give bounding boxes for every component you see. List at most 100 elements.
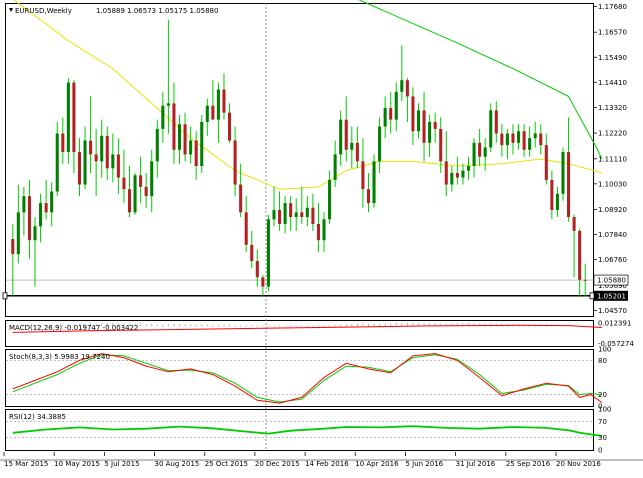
candle-up (189, 140, 193, 155)
candle-up (133, 175, 137, 213)
price-tick-label: 1.08920 (598, 206, 627, 214)
candle-up (472, 142, 476, 166)
candle-up (322, 219, 326, 241)
candle-down (300, 212, 304, 217)
candle-up (416, 110, 421, 132)
candle-down (89, 140, 93, 155)
candle-up (333, 154, 337, 180)
candle-down (94, 154, 98, 162)
x-tick-label: 5 Jul 2015 (104, 460, 139, 468)
candle-up (155, 128, 159, 162)
candle-up (33, 226, 37, 241)
rsi-line (12, 425, 603, 437)
candle-up (272, 210, 276, 220)
stoch-label: Stoch(8,3,3) 5.9983 19.7240 (9, 353, 110, 361)
current-price-label: 1.05880 (597, 277, 626, 285)
stoch-tick-label: 80 (598, 357, 607, 365)
dropdown-triangle-icon (9, 8, 13, 12)
candle-up (505, 133, 509, 146)
stoch-main-line (12, 353, 603, 404)
candle-down (194, 140, 198, 166)
x-tick-label: 10 Apr 2016 (355, 460, 399, 468)
stoch-tick-label: 0 (598, 403, 602, 411)
candle-up (283, 203, 287, 224)
candle-up (16, 212, 20, 255)
symbol-label: EURUSD,Weekly (15, 7, 72, 15)
x-tick-label: 10 May 2015 (54, 460, 100, 468)
candle-down (228, 112, 232, 141)
candle-down (72, 82, 76, 153)
candle-down (578, 230, 582, 280)
candle-down (494, 110, 498, 134)
x-tick-label: 25 Sep 2016 (506, 460, 551, 468)
candle-down (583, 279, 587, 281)
moving-average-long-line (358, 0, 603, 160)
price-tick-label: 1.12220 (598, 130, 627, 138)
macd-tick-label: -0.057274 (598, 340, 634, 348)
candle-down (27, 196, 31, 241)
price-tick-label: 1.04570 (598, 307, 627, 315)
price-tick-label: 1.07840 (598, 231, 627, 239)
candle-up (372, 161, 376, 204)
support-price-badge (594, 290, 628, 301)
candle-up (555, 193, 559, 211)
candle-down (366, 189, 370, 204)
candle-up (305, 207, 309, 217)
support-line-handle (589, 292, 595, 300)
price-tick-label: 1.17680 (598, 3, 627, 11)
candle-up (400, 80, 404, 92)
ohlc-label: 1.05889 1.06573 1.05175 1.05880 (96, 7, 218, 15)
rsi-tick-label: 70 (598, 418, 607, 426)
candle-down (511, 133, 515, 143)
candle-up (150, 161, 154, 197)
x-tick-label: 15 Mar 2015 (4, 460, 48, 468)
rsi-label: RSI(12) 34.3885 (9, 413, 66, 421)
candle-up (528, 138, 532, 150)
candle-down (311, 207, 315, 224)
x-tick-label: 20 Dec 2015 (255, 460, 300, 468)
candle-down (544, 145, 548, 180)
price-tick-label: 1.15490 (598, 54, 627, 62)
candle-up (294, 212, 298, 217)
candle-up (378, 126, 382, 162)
candle-down (389, 108, 393, 120)
candle-down (361, 161, 365, 190)
macd-label: MACD(12,26,9) -0.019747 -0.003422 (9, 324, 138, 332)
candle-up (177, 124, 182, 150)
candle-down (244, 212, 248, 245)
x-tick-label: 31 Jul 2016 (456, 460, 496, 468)
candle-up (461, 170, 465, 178)
candle-up (483, 147, 487, 157)
candle-down (567, 152, 571, 217)
candle-down (261, 277, 265, 287)
candle-down (444, 161, 448, 185)
candle-down (478, 142, 482, 157)
stoch-panel (5, 349, 594, 407)
candle-up (339, 119, 343, 155)
candle-down (255, 261, 259, 278)
candle-up (450, 172, 454, 185)
main-price-panel (5, 3, 594, 317)
candle-down (355, 142, 359, 162)
candle-down (222, 89, 226, 113)
price-tick-label: 1.13320 (598, 104, 627, 112)
price-tick-label: 1.14410 (598, 79, 627, 87)
candle-down (183, 124, 187, 155)
candle-up (489, 110, 493, 148)
candle-up (383, 108, 387, 127)
candle-down (105, 135, 109, 169)
support-price-label: 1.05201 (597, 292, 626, 300)
candle-down (344, 119, 348, 150)
candle-up (55, 133, 59, 192)
candle-down (144, 186, 148, 197)
candle-down (522, 131, 526, 150)
candle-down (239, 184, 243, 213)
candle-down (289, 203, 293, 217)
candle-up (328, 179, 332, 220)
candle-up (83, 140, 87, 185)
rsi-tick-label: 100 (598, 406, 611, 414)
candle-up (266, 219, 270, 287)
candle-up (66, 82, 70, 153)
